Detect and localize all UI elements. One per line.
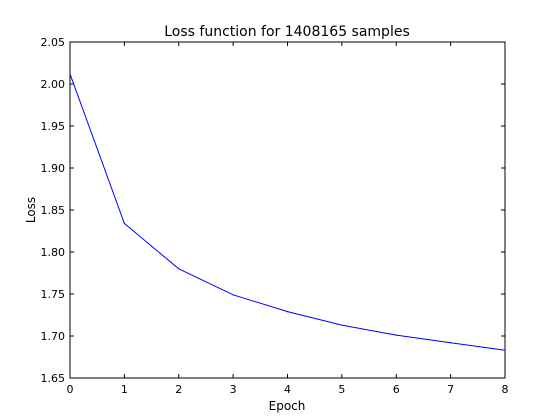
loss-series-line [69, 73, 506, 351]
y-tick-label: 1.95 [41, 120, 66, 133]
y-tick-label: 1.65 [41, 372, 66, 385]
y-tick-label: 2.00 [41, 78, 66, 91]
loss-data-point [504, 349, 506, 351]
y-tick-label: 2.05 [41, 36, 66, 49]
x-tick-label: 1 [121, 383, 128, 396]
y-tick-label: 1.90 [41, 162, 66, 175]
y-tick-label: 1.80 [41, 246, 66, 259]
loss-data-point [69, 73, 71, 75]
loss-data-point [178, 268, 180, 270]
y-tick-label: 1.70 [41, 330, 66, 343]
loss-data-point [395, 334, 397, 336]
x-tick-label: 0 [67, 383, 74, 396]
y-axis-label: Loss [24, 197, 38, 223]
x-tick-label: 3 [230, 383, 237, 396]
plot-frame [69, 41, 506, 379]
x-tick-label: 2 [175, 383, 182, 396]
loss-data-point [286, 311, 289, 313]
x-tick-label: 5 [338, 383, 345, 396]
loss-data-point [450, 342, 452, 344]
x-tick-label: 6 [393, 383, 400, 396]
loss-data-point [123, 222, 125, 225]
loss-data-point [232, 294, 234, 296]
x-tick-label: 8 [502, 383, 509, 396]
y-tick-label: 1.75 [41, 288, 66, 301]
x-axis-label: Epoch [269, 399, 306, 413]
chart-title: Loss function for 1408165 samples [164, 24, 410, 40]
x-tick-label: 4 [284, 383, 291, 396]
y-tick-label: 1.85 [41, 204, 66, 217]
loss-data-point [341, 324, 343, 326]
x-tick-label: 7 [447, 383, 454, 396]
